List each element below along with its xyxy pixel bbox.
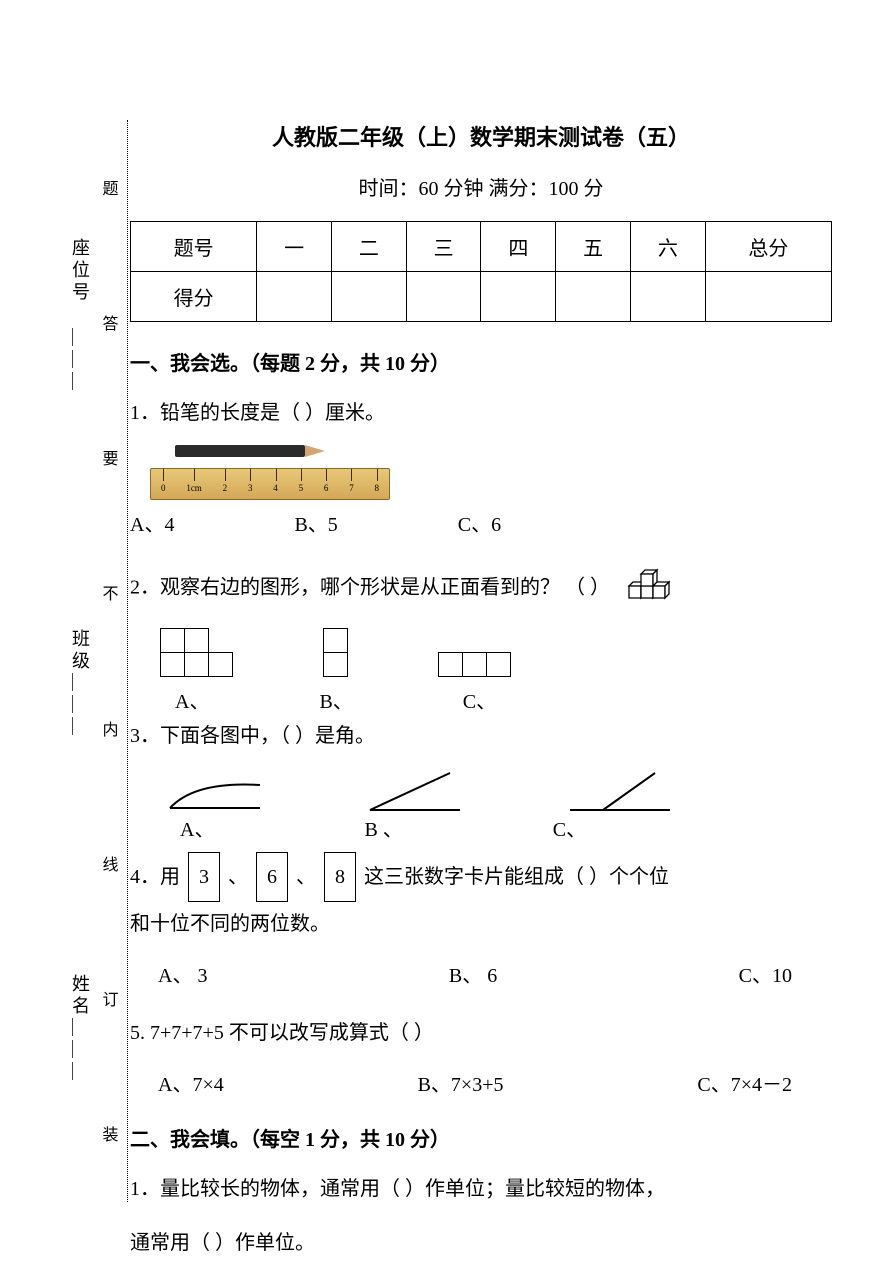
q4-sep: 、: [228, 866, 248, 888]
page-subtitle: 时间：60 分钟 满分：100 分: [130, 172, 832, 201]
q2-options: A、 B、 C、: [130, 685, 832, 714]
q2-opt-a[interactable]: A、: [175, 685, 209, 714]
card-8: 8: [324, 852, 356, 902]
q1-opt-a[interactable]: A、4: [130, 505, 174, 545]
th-5: 五: [556, 222, 631, 272]
score-cell[interactable]: [406, 272, 481, 322]
name-label: 姓名＿＿＿: [67, 974, 93, 1084]
q2-opt-b[interactable]: B、: [319, 685, 352, 714]
q3-text: 3．下面各图中，（ ）是角。: [130, 714, 832, 758]
td-label: 得分: [131, 272, 257, 322]
q2-prompt: 2．观察右边的图形，哪个形状是从正面看到的？ （ ）: [130, 577, 610, 599]
score-cell[interactable]: [481, 272, 556, 322]
angle-a-icon: [165, 773, 265, 813]
ruler-mark: 6: [324, 469, 329, 499]
cut-mark-bu: 不: [96, 585, 120, 601]
class-label: 班级＿＿＿: [67, 629, 93, 739]
ruler-mark: 3: [248, 469, 253, 499]
table-score-row: 得分: [131, 272, 832, 322]
shape-a: [160, 628, 233, 677]
q4-opt-c[interactable]: C、10: [739, 956, 792, 996]
q5-opt-a[interactable]: A、7×4: [158, 1065, 224, 1105]
q3-opt-b[interactable]: B 、: [364, 813, 402, 842]
ruler-diagram: 0 1cm 2 3 4 5 6 7 8: [150, 445, 390, 500]
angle-b-icon: [365, 768, 465, 813]
cut-mark-yao: 要: [96, 450, 120, 466]
th-total: 总分: [705, 222, 831, 272]
q2-opt-c[interactable]: C、: [463, 685, 496, 714]
s2-q1-line1: 1．量比较长的物体，通常用（ ）作单位；量比较短的物体，: [130, 1167, 832, 1211]
ruler-mark: 4: [273, 469, 278, 499]
q3-opt-a[interactable]: A、: [180, 813, 214, 842]
table-header-row: 题号 一 二 三 四 五 六 总分: [131, 222, 832, 272]
score-cell[interactable]: [630, 272, 705, 322]
q3-options: A、 B 、 C、: [130, 813, 832, 842]
q5-options: A、7×4 B、7×3+5 C、7×4－2: [130, 1065, 832, 1105]
q2-shapes: [130, 628, 832, 677]
card-3: 3: [188, 852, 220, 902]
s2-q1-line2: 通常用（ ）作单位。: [130, 1221, 832, 1265]
shape-c: [438, 652, 511, 677]
cut-mark-nei: 内: [96, 721, 120, 737]
q4-opt-b[interactable]: B、 6: [449, 956, 497, 996]
page-title: 人教版二年级（上）数学期末测试卷（五）: [130, 120, 832, 152]
card-6: 6: [256, 852, 288, 902]
q2-text: 2．观察右边的图形，哪个形状是从正面看到的？ （ ）: [130, 560, 832, 618]
ruler-mark: 5: [299, 469, 304, 499]
q4-opt-a[interactable]: A、 3: [158, 956, 207, 996]
q1-opt-b[interactable]: B、5: [294, 505, 337, 545]
cut-mark-zhuang: 装: [96, 1126, 120, 1142]
ruler-mark: 7: [349, 469, 354, 499]
section-1-header: 一、我会选。（每题 2 分，共 10 分）: [130, 347, 832, 376]
q1-options: A、4 B、5 C、6: [130, 505, 832, 545]
th-2: 二: [332, 222, 407, 272]
score-cell[interactable]: [332, 272, 407, 322]
q4-options: A、 3 B、 6 C、10: [130, 956, 832, 996]
angle-c-icon: [565, 768, 675, 813]
q4-post: 这三张数字卡片能组成（ ）个个位: [364, 866, 669, 888]
th-1: 一: [257, 222, 332, 272]
q4-sep: 、: [296, 866, 316, 888]
shape-b: [323, 628, 348, 677]
cube-stack-icon: [623, 560, 671, 618]
q1-opt-c[interactable]: C、6: [458, 505, 501, 545]
q3-shapes: [130, 768, 832, 813]
q4-text: 4．用 3 、 6 、 8 这三张数字卡片能组成（ ）个个位 和十位不同的两位数…: [130, 852, 832, 946]
cut-mark-ding: 订: [96, 991, 120, 1007]
section-2-header: 二、我会填。（每空 1 分，共 10 分）: [130, 1123, 832, 1152]
cut-mark-column: 题 答 要 不 内 线 订 装: [95, 120, 120, 1202]
cut-mark-ti: 题: [96, 180, 120, 196]
q5-opt-c[interactable]: C、7×4－2: [697, 1065, 792, 1105]
q4-pre: 4．用: [130, 866, 180, 888]
q5-opt-b[interactable]: B、7×3+5: [418, 1065, 504, 1105]
q3-opt-c[interactable]: C、: [553, 813, 586, 842]
ruler-mark: 0: [161, 469, 166, 499]
th-4: 四: [481, 222, 556, 272]
th-6: 六: [630, 222, 705, 272]
ruler-icon: 0 1cm 2 3 4 5 6 7 8: [150, 468, 390, 500]
cut-mark-da: 答: [96, 315, 120, 331]
th-label: 题号: [131, 222, 257, 272]
cut-mark-xian: 线: [96, 856, 120, 872]
ruler-mark: 8: [375, 469, 380, 499]
pencil-icon: [175, 445, 325, 457]
ruler-mark: 2: [223, 469, 228, 499]
score-cell[interactable]: [705, 272, 831, 322]
score-table: 题号 一 二 三 四 五 六 总分 得分: [130, 221, 832, 322]
seat-label: 座位号 ＿＿＿: [67, 238, 93, 394]
ruler-mark: 1cm: [186, 469, 202, 499]
score-cell[interactable]: [556, 272, 631, 322]
q4-line2: 和十位不同的两位数。: [130, 913, 330, 935]
q1-text: 1．铅笔的长度是（ ）厘米。: [130, 391, 832, 435]
q5-text: 5. 7+7+7+5 不可以改写成算式（ ）: [130, 1011, 832, 1055]
score-cell[interactable]: [257, 272, 332, 322]
th-3: 三: [406, 222, 481, 272]
